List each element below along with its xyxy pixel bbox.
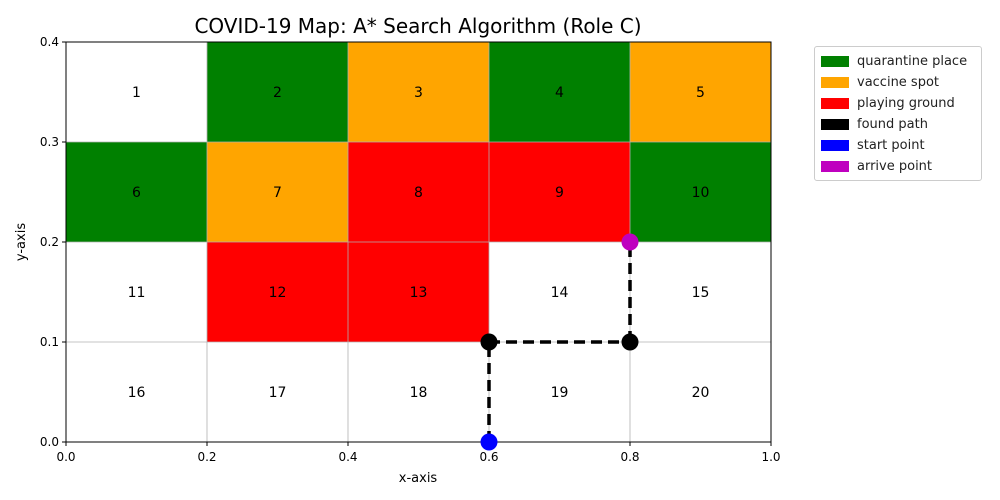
- cell-label-12: 12: [269, 285, 287, 301]
- axis-ticks: 0.0 0.2 0.4 0.6 0.8 1.0 0.0 0.1 0.2 0.3 0.4: [40, 35, 781, 464]
- x-axis-label: x-axis: [399, 471, 438, 486]
- legend-swatch: [821, 140, 849, 151]
- legend-item: arrive point: [821, 156, 975, 177]
- x-tick-label: 0.4: [338, 450, 357, 464]
- cell-label-9: 9: [555, 185, 564, 201]
- grid-cell-2: [207, 42, 348, 142]
- legend-swatch: [821, 56, 849, 67]
- chart-title: COVID-19 Map: A* Search Algorithm (Role …: [194, 14, 641, 38]
- legend-item: start point: [821, 135, 975, 156]
- legend-label: vaccine spot: [857, 75, 940, 90]
- x-tick-label: 0.2: [197, 450, 216, 464]
- grid-cell-15: [630, 242, 771, 342]
- grid-cell-7: [207, 142, 348, 242]
- legend-swatch: [821, 77, 849, 88]
- grid-cell-5: [630, 42, 771, 142]
- cell-label-10: 10: [692, 185, 710, 201]
- cell-label-20: 20: [692, 385, 710, 401]
- y-tick-label: 0.1: [40, 335, 59, 349]
- grid-cell-1: [66, 42, 207, 142]
- cell-label-19: 19: [551, 385, 569, 401]
- cell-label-15: 15: [692, 285, 710, 301]
- grid-cell-9: [489, 142, 630, 242]
- legend-label: found path: [857, 117, 928, 132]
- cell-label-18: 18: [410, 385, 428, 401]
- cell-label-14: 14: [551, 285, 569, 301]
- legend-swatch: [821, 98, 849, 109]
- grid-cell-19: [489, 342, 630, 442]
- grid-cell-12: [207, 242, 348, 342]
- grid-cell-18: [348, 342, 489, 442]
- cell-label-8: 8: [414, 185, 423, 201]
- path-points: [480, 233, 639, 451]
- grid-cell-17: [207, 342, 348, 442]
- grid-cell-20: [630, 342, 771, 442]
- legend-item: vaccine spot: [821, 72, 975, 93]
- grid-cell-13: [348, 242, 489, 342]
- found-point-marker: [621, 333, 639, 351]
- x-tick-label: 0.6: [479, 450, 498, 464]
- grid-cell-16: [66, 342, 207, 442]
- y-tick-label: 0.4: [40, 35, 59, 49]
- arrive-point-marker: [621, 233, 639, 251]
- cell-label-1: 1: [132, 85, 141, 101]
- x-tick-label: 0.8: [620, 450, 639, 464]
- x-tick-label: 1.0: [761, 450, 780, 464]
- y-tick-label: 0.3: [40, 135, 59, 149]
- legend-label: quarantine place: [857, 54, 968, 69]
- found-point-marker: [480, 333, 498, 351]
- cell-label-17: 17: [269, 385, 287, 401]
- legend-label: start point: [857, 138, 925, 153]
- y-tick-label: 0.0: [40, 435, 59, 449]
- cell-label-5: 5: [696, 85, 705, 101]
- y-tick-label: 0.2: [40, 235, 59, 249]
- legend-label: playing ground: [857, 96, 955, 111]
- grid-cell-14: [489, 242, 630, 342]
- grid-cell-6: [66, 142, 207, 242]
- grid-cell-8: [348, 142, 489, 242]
- legend-item: quarantine place: [821, 51, 975, 72]
- grid-cell-4: [489, 42, 630, 142]
- legend-swatch: [821, 119, 849, 130]
- legend-item: playing ground: [821, 93, 975, 114]
- cell-label-3: 3: [414, 85, 423, 101]
- legend-item: found path: [821, 114, 975, 135]
- legend-swatch: [821, 161, 849, 172]
- grid-cell-11: [66, 242, 207, 342]
- cell-label-13: 13: [410, 285, 428, 301]
- legend-label: arrive point: [857, 159, 933, 174]
- y-axis-label: y-axis: [14, 223, 29, 261]
- cell-label-6: 6: [132, 185, 141, 201]
- found-path: [487, 242, 632, 442]
- cell-label-7: 7: [273, 185, 282, 201]
- grid-cell-3: [348, 42, 489, 142]
- cell-label-2: 2: [273, 85, 282, 101]
- cell-label-16: 16: [128, 385, 146, 401]
- grid-cell-10: [630, 142, 771, 242]
- cell-label-4: 4: [555, 85, 564, 101]
- x-tick-label: 0.0: [56, 450, 75, 464]
- start-point-marker: [480, 433, 498, 451]
- cell-label-11: 11: [128, 285, 146, 301]
- chart-legend: quarantine place vaccine spot playing grou…: [814, 46, 982, 181]
